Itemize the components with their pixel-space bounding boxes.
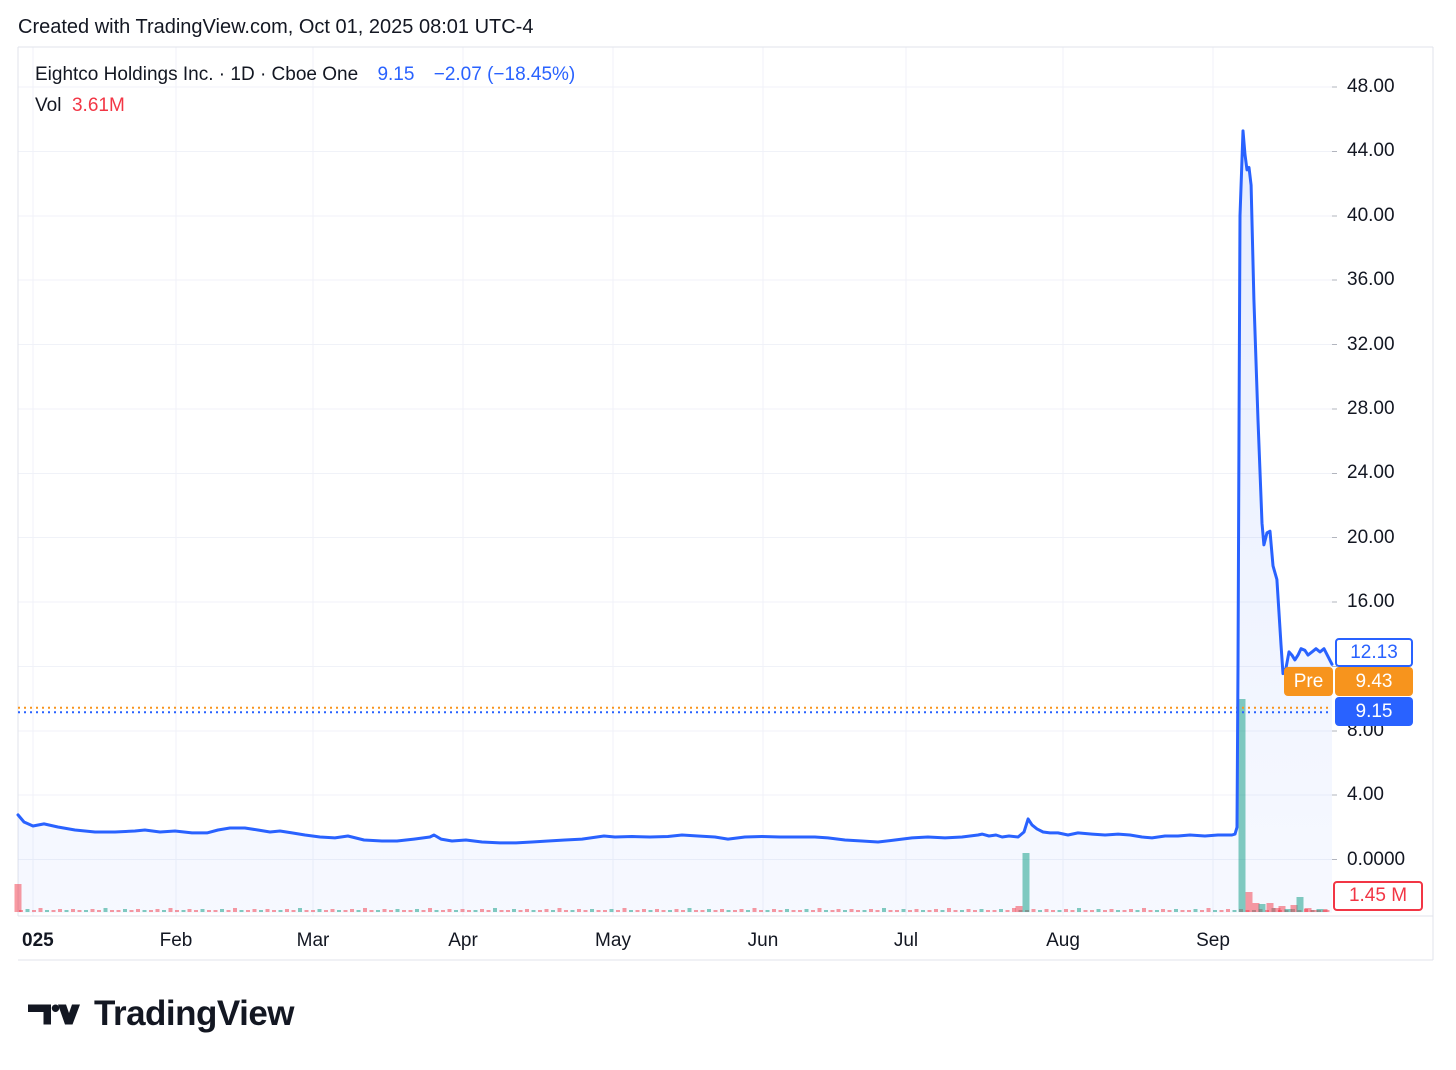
last-price-axis-label: 12.13 — [1335, 638, 1413, 667]
legend-symbol-row: Eightco Holdings Inc. · 1D · Cboe One 9.… — [35, 64, 575, 86]
legend-volume-row: Vol 3.61M — [35, 95, 575, 117]
pre-market-badge: Pre — [1284, 667, 1333, 696]
symbol-title: Eightco Holdings Inc. · 1D · Cboe One — [35, 64, 359, 85]
time-axis-label: Mar — [296, 930, 330, 951]
tradingview-logo-icon — [28, 1004, 80, 1025]
credit-line: Created with TradingView.com, Oct 01, 20… — [18, 16, 534, 38]
tradingview-footer: TradingView — [28, 992, 295, 1036]
price-axis-label: 44.00 — [1347, 140, 1395, 161]
time-axis-label: 025 — [22, 930, 54, 951]
time-axis-label: May — [595, 930, 631, 951]
time-axis-label: Feb — [159, 930, 193, 951]
price-axis-label: 28.00 — [1347, 398, 1395, 419]
price-change-value: −2.07 (−18.45%) — [433, 64, 576, 85]
volume-label: Vol — [35, 95, 62, 116]
time-axis-label: Jun — [747, 930, 779, 951]
price-axis-label: 24.00 — [1347, 462, 1395, 483]
price-axis-label: 48.00 — [1347, 76, 1395, 97]
close-price-axis-label: 9.15 — [1335, 697, 1413, 726]
time-axis-label: Jul — [893, 930, 919, 951]
last-price-value: 9.15 — [377, 64, 415, 85]
tradingview-wordmark: TradingView — [94, 994, 295, 1033]
time-axis-label: Aug — [1046, 930, 1080, 951]
time-axis-label: Sep — [1196, 930, 1230, 951]
price-axis-label: 32.00 — [1347, 334, 1395, 355]
time-axis-label: Apr — [448, 930, 478, 951]
price-axis-label: 20.00 — [1347, 527, 1395, 548]
price-axis-label: 0.0000 — [1347, 849, 1406, 870]
last-volume-axis-label: 1.45 M — [1333, 881, 1423, 911]
price-axis-label: 36.00 — [1347, 269, 1395, 290]
chart-legend: Eightco Holdings Inc. · 1D · Cboe One 9.… — [35, 64, 575, 117]
pre-market-price-axis-label: 9.43 — [1335, 667, 1413, 696]
price-axis-label: 40.00 — [1347, 205, 1395, 226]
price-axis-label: 4.00 — [1347, 784, 1384, 805]
volume-value: 3.61M — [71, 95, 125, 116]
price-axis-label: 16.00 — [1347, 591, 1395, 612]
